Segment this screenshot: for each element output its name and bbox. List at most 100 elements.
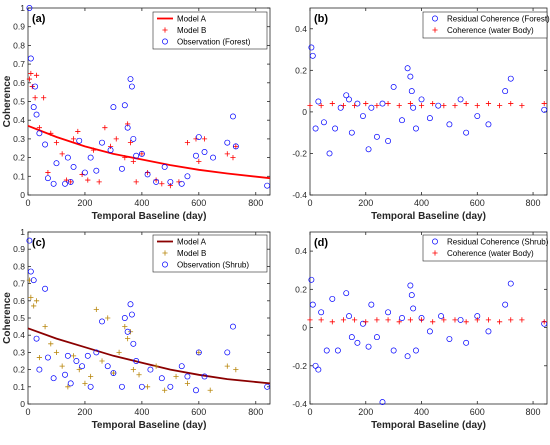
data-point-plus <box>318 103 324 109</box>
data-point-circle <box>130 340 137 347</box>
series-3 <box>26 237 271 394</box>
data-point-circle <box>502 88 509 95</box>
data-point-circle <box>201 149 208 155</box>
data-point-plus <box>41 95 47 101</box>
y-tick-label: 0.7 <box>13 59 25 69</box>
data-point-circle <box>408 88 415 95</box>
data-point-circle <box>27 55 34 62</box>
data-point-plus <box>497 103 503 109</box>
data-point-circle <box>348 129 355 136</box>
data-point-circle <box>485 328 492 335</box>
data-point-circle <box>184 173 191 180</box>
data-point-circle <box>27 268 34 275</box>
legend: Model A Model B Observation (Shrub) <box>152 234 268 273</box>
y-tick-label: -0.4 <box>292 399 307 409</box>
data-point-circle <box>232 143 239 150</box>
legend: Model A Model B Observation (Forest) <box>152 11 268 50</box>
data-point-plus <box>113 136 119 142</box>
data-point-circle <box>323 347 330 354</box>
data-point-circle <box>343 290 350 297</box>
panel-label: (d) <box>314 237 328 249</box>
data-point-circle <box>32 83 39 90</box>
x-tick-label: 600 <box>470 198 485 208</box>
data-point-circle <box>312 362 319 369</box>
data-point-circle <box>346 313 352 320</box>
x-tick-label: 400 <box>414 198 429 208</box>
data-point-plus <box>340 103 347 109</box>
y-tick-label: 0.9 <box>13 22 25 32</box>
data-point-circle <box>390 84 397 90</box>
data-point-plus <box>33 72 40 78</box>
series-1 <box>27 124 271 180</box>
series-2 <box>307 317 547 325</box>
x-tick-label: 200 <box>358 407 373 417</box>
data-point-circle <box>153 178 160 185</box>
data-point-plus <box>184 380 191 386</box>
data-point-circle <box>368 301 375 308</box>
data-point-plus <box>36 125 42 131</box>
legend-plus-swatch <box>162 27 168 33</box>
data-point-plus <box>396 103 402 109</box>
data-point-circle <box>379 100 386 107</box>
y-tick-label: 0.4 <box>13 115 25 125</box>
data-point-plus <box>42 324 48 330</box>
data-point-circle <box>110 370 117 376</box>
data-point-circle <box>407 73 414 80</box>
y-tick-label: 0.5 <box>13 313 25 323</box>
data-point-circle <box>264 383 271 390</box>
data-point-plus <box>407 317 413 323</box>
data-point-circle <box>44 354 51 361</box>
data-point-plus <box>26 76 33 82</box>
data-point-plus <box>125 336 131 342</box>
data-point-circle <box>264 182 271 189</box>
data-point-plus <box>102 125 108 131</box>
data-point-plus <box>162 387 168 393</box>
x-tick-label: 600 <box>191 407 206 417</box>
y-tick-label: -0.2 <box>292 361 307 371</box>
data-point-circle <box>308 44 315 51</box>
data-point-circle <box>346 96 352 103</box>
panel-label: (a) <box>32 13 46 25</box>
legend-entry-label: Model A <box>177 15 207 24</box>
legend-box <box>422 11 548 39</box>
data-point-circle <box>127 301 134 308</box>
y-tick-label: 0.4 <box>295 24 307 34</box>
legend-plus-swatch <box>432 250 438 256</box>
data-point-plus <box>233 143 239 149</box>
data-point-plus <box>363 100 369 107</box>
data-point-plus <box>233 367 239 373</box>
data-point-plus <box>407 100 413 107</box>
legend-circle-swatch <box>162 261 168 268</box>
data-point-plus <box>36 354 42 361</box>
y-tick-label: 0.2 <box>295 284 307 294</box>
data-point-circle <box>326 150 333 157</box>
data-point-circle <box>474 113 481 119</box>
data-point-plus <box>452 103 458 109</box>
data-point-circle <box>385 309 392 316</box>
series-3 <box>26 5 271 189</box>
data-point-plus <box>519 317 525 323</box>
x-tick-label: 600 <box>191 198 206 208</box>
data-point-plus <box>485 100 492 107</box>
x-tick-label: 800 <box>526 407 541 417</box>
data-point-plus <box>184 140 191 146</box>
data-point-plus <box>329 319 335 325</box>
data-point-plus <box>196 349 202 355</box>
data-point-circle <box>399 315 405 321</box>
data-point-plus <box>99 358 105 364</box>
x-axis-label: Temporal Baseline (day) <box>371 211 486 222</box>
data-point-plus <box>45 169 51 176</box>
data-point-circle <box>64 154 71 161</box>
data-point-plus <box>76 367 82 373</box>
data-point-plus <box>430 319 436 325</box>
data-point-circle <box>318 309 325 316</box>
y-tick-label: 0.6 <box>13 78 25 88</box>
data-point-plus <box>90 147 97 153</box>
legend: Residual Coherence (Shrub) Coherence (wat… <box>422 234 549 262</box>
y-tick-label: 0.8 <box>13 261 25 271</box>
x-tick-label: 0 <box>307 407 312 417</box>
data-point-circle <box>334 347 341 354</box>
x-axis-label: Temporal Baseline (day) <box>92 420 207 431</box>
data-point-circle <box>485 121 492 128</box>
data-point-circle <box>413 125 419 132</box>
